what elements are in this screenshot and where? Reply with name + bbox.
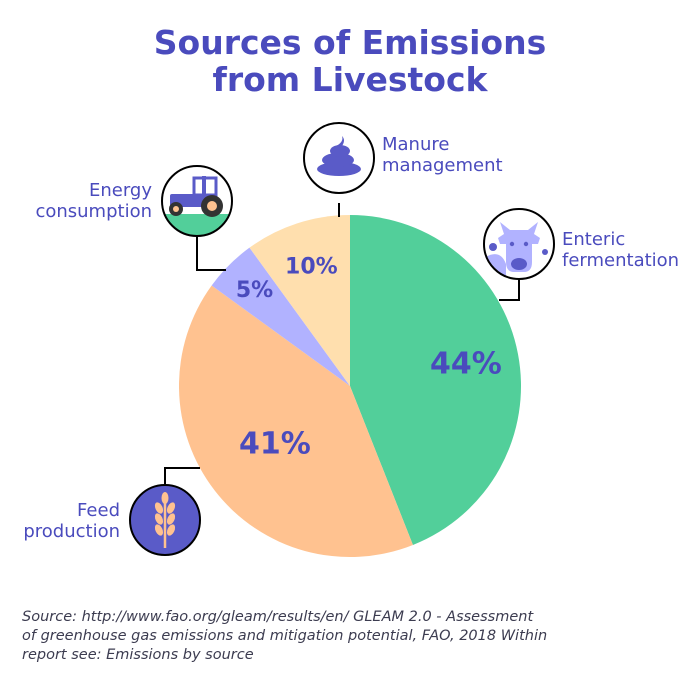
poop-icon [303,122,375,194]
label-energy-consumption: Energy consumption [10,180,152,222]
label-feed-line-2: production [23,521,120,542]
source-line-1: Source: http://www.fao.org/gleam/results… [22,609,534,625]
source-line-2: of greenhouse gas emissions and mitigati… [22,628,548,644]
tractor-icon [161,165,233,237]
feed-leader-line [164,467,200,484]
label-enteric-line-2: fermentation [562,250,680,271]
label-manure-line-2: management [382,155,503,176]
chart-title-line-1: Sources of Emissions [153,23,547,62]
label-energy-line-2: consumption [35,201,152,222]
chart-title-line-2: from Livestock [212,60,488,99]
cow-icon [483,208,555,280]
label-enteric-fermentation: Enteric fermentation [562,229,679,271]
source-line-3: report see: Emissions by source [22,647,254,663]
slice-manure-management [249,215,350,386]
label-feed-line-1: Feed [77,500,120,521]
source-note: Source: http://www.fao.org/gleam/results… [22,608,662,665]
pct-label-energy: 5% [236,278,273,303]
label-feed-production: Feed production [8,500,120,542]
slice-energy-consumption [211,247,350,386]
wheat-icon [129,484,201,556]
pie-slices [179,215,521,557]
label-energy-line-1: Energy [88,180,152,201]
slice-feed-production [179,285,413,557]
energy-leader-line [196,236,226,271]
label-manure-line-1: Manure [382,134,450,155]
pct-label-feed: 41% [239,427,311,462]
pct-label-manure: 10% [285,255,338,280]
percent-labels: 44% 41% 5% 10% [236,255,502,462]
chart-title: Sources of Emissions from Livestock [0,24,700,98]
enteric-leader-line [499,272,520,301]
slice-enteric-fermentation [350,215,521,545]
label-enteric-line-1: Enteric [562,229,626,250]
pct-label-enteric: 44% [430,346,502,381]
label-manure-management: Manure management [382,134,503,176]
